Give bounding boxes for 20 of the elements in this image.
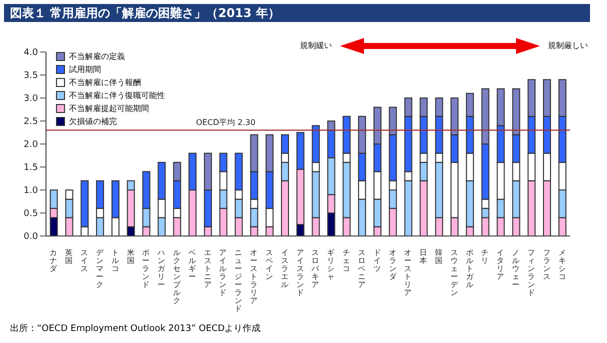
chart-title: 図表１ 常用雇用の「解雇の困難さ」（2013 年） [4,4,590,22]
y-tick-label: 2.0 [24,140,38,150]
legend-label: 不当解雇提起可能期間 [69,103,149,115]
legend-label: 欠損値の補完 [69,116,117,128]
y-tick-label: 3.5 [24,71,38,82]
ref-line-label: OECD平均 2.30 [196,118,256,128]
text: 出所：“OECD Employment Outlook 2013” OECDより作成 [10,322,261,335]
y-tick-label: 0.5 [24,209,38,220]
text: 規制厳しい [548,40,588,51]
y-tick-label: 3.0 [24,94,38,104]
legend-label: 不当解雇に伴う復職可能性 [69,90,165,102]
y-tick-label: 1.5 [24,163,38,174]
legend-label: 不当解雇の定義 [69,51,125,63]
y-tick-label: 2.5 [24,117,38,128]
legend-label: 不当解雇に伴う報酬 [69,77,141,89]
y-tick-label: 1.0 [24,186,38,196]
y-tick-label: 4.0 [24,48,38,58]
text: 規制緩い [300,40,332,51]
y-tick-label: 0.0 [24,232,38,242]
legend-label: 試用期間 [69,64,101,76]
